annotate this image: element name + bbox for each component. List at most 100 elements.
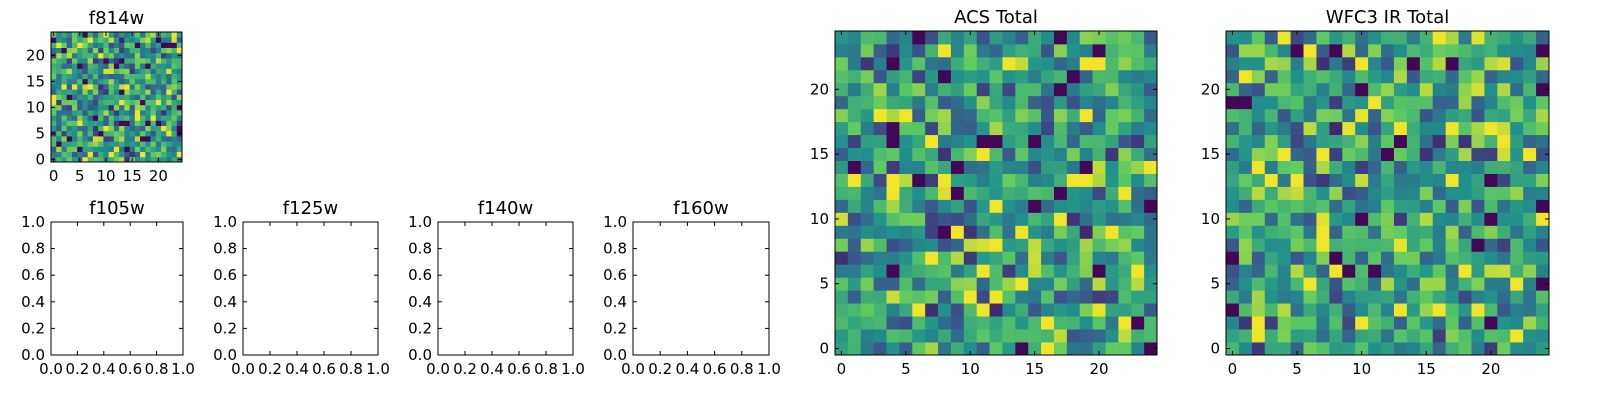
heatmap-cell [1368, 199, 1382, 213]
heatmap-cell [1238, 329, 1253, 343]
heatmap-cell [1393, 238, 1408, 252]
heatmap-cell [1342, 251, 1356, 265]
heatmap-cell [1316, 303, 1330, 317]
heatmap-cell [1131, 238, 1145, 252]
heatmap-cell [56, 58, 62, 64]
heatmap-cell [71, 156, 78, 163]
heatmap-cell [1393, 251, 1408, 265]
heatmap-cell [1053, 186, 1068, 200]
heatmap-cell [1290, 108, 1304, 123]
heatmap-cell [1419, 329, 1434, 343]
heatmap-cell [145, 84, 151, 90]
heatmap-cell [1079, 82, 1093, 97]
heatmap-cell [963, 277, 978, 291]
heatmap-cell [66, 89, 73, 95]
y-tick-label: 0.0 [408, 346, 432, 364]
heatmap-cell [1028, 342, 1042, 356]
heatmap-cell [1316, 108, 1330, 123]
heatmap-cell [150, 63, 157, 69]
heatmap-cell [61, 89, 68, 95]
heatmap-cell [1264, 95, 1279, 110]
heatmap-cell [1381, 31, 1395, 45]
heatmap-cell [1523, 342, 1537, 356]
heatmap-cell [1264, 225, 1279, 239]
heatmap-cell [161, 73, 167, 80]
heatmap-cell [1484, 251, 1498, 265]
heatmap-cell [119, 37, 125, 43]
y-tick-label: 0.6 [408, 266, 432, 284]
heatmap-cell [161, 37, 167, 43]
heatmap-cell [1445, 264, 1459, 278]
heatmap-cell [1131, 95, 1145, 110]
heatmap-cell [1238, 251, 1253, 265]
heatmap-cell [950, 342, 965, 356]
heatmap-cell [1432, 316, 1447, 330]
y-tick-label: 0 [35, 150, 45, 168]
heatmap-cell [140, 115, 146, 121]
heatmap-cell [1092, 31, 1106, 45]
heatmap-cell [1342, 82, 1356, 97]
heatmap-cell [1277, 342, 1291, 356]
heatmap-cell [912, 121, 926, 136]
heatmap-cell [155, 94, 162, 100]
heatmap-cell [1316, 82, 1330, 97]
heatmap-cell [145, 73, 151, 80]
heatmap-cell [1028, 82, 1042, 97]
heatmap-cell [1381, 160, 1395, 174]
heatmap-cell [860, 147, 875, 161]
heatmap-cell [860, 43, 875, 58]
heatmap-cell [71, 104, 78, 111]
x-tick-label: 0.2 [453, 360, 477, 378]
heatmap-cell [155, 136, 162, 142]
heatmap-cell [56, 52, 62, 59]
heatmap-cell [1342, 173, 1356, 187]
heatmap-cell [103, 68, 110, 74]
heatmap-cell [1028, 160, 1042, 174]
axes-frame [50, 31, 183, 163]
heatmap-cell [166, 37, 172, 43]
heatmap-cell [1342, 277, 1356, 291]
heatmap-cell [1053, 342, 1068, 356]
heatmap-cell [1329, 147, 1343, 161]
heatmap-cell [1329, 186, 1343, 200]
heatmap-cell [140, 47, 146, 54]
heatmap-cell [129, 130, 136, 137]
heatmap-cell [1251, 134, 1266, 149]
heatmap-cell [87, 156, 94, 163]
heatmap-cell [113, 125, 120, 132]
heatmap-cell [1419, 238, 1434, 252]
heatmap-cell [847, 225, 862, 239]
heatmap-cell [835, 329, 849, 343]
axes-frame [1225, 30, 1550, 356]
heatmap-cell [1329, 199, 1343, 213]
heatmap-cell [1066, 225, 1081, 239]
heatmap-cell [938, 225, 952, 239]
heatmap-cell [1445, 342, 1459, 356]
heatmap-cell [1041, 69, 1055, 84]
heatmap-cell [1368, 290, 1382, 304]
heatmap-cell [1510, 95, 1524, 110]
heatmap-cell [56, 84, 62, 90]
heatmap-cell [950, 43, 965, 58]
heatmap-cell [873, 316, 887, 330]
heatmap-cell [92, 104, 99, 111]
heatmap-cell [161, 115, 167, 121]
axes-frame [50, 221, 184, 356]
heatmap-cell [1419, 251, 1434, 265]
heatmap-cell [113, 151, 120, 158]
heatmap-cell [150, 115, 157, 121]
heatmap-cell [1105, 303, 1119, 317]
heatmap-cell [134, 115, 141, 121]
heatmap-cell [161, 136, 167, 142]
heatmap-cell [1144, 225, 1158, 239]
heatmap-cell [938, 95, 952, 110]
heatmap-cell [1484, 121, 1498, 136]
heatmap-cell [51, 141, 57, 147]
heatmap-cell [835, 290, 849, 304]
heatmap-cell [1105, 173, 1119, 187]
heatmap-cell [1238, 342, 1253, 356]
